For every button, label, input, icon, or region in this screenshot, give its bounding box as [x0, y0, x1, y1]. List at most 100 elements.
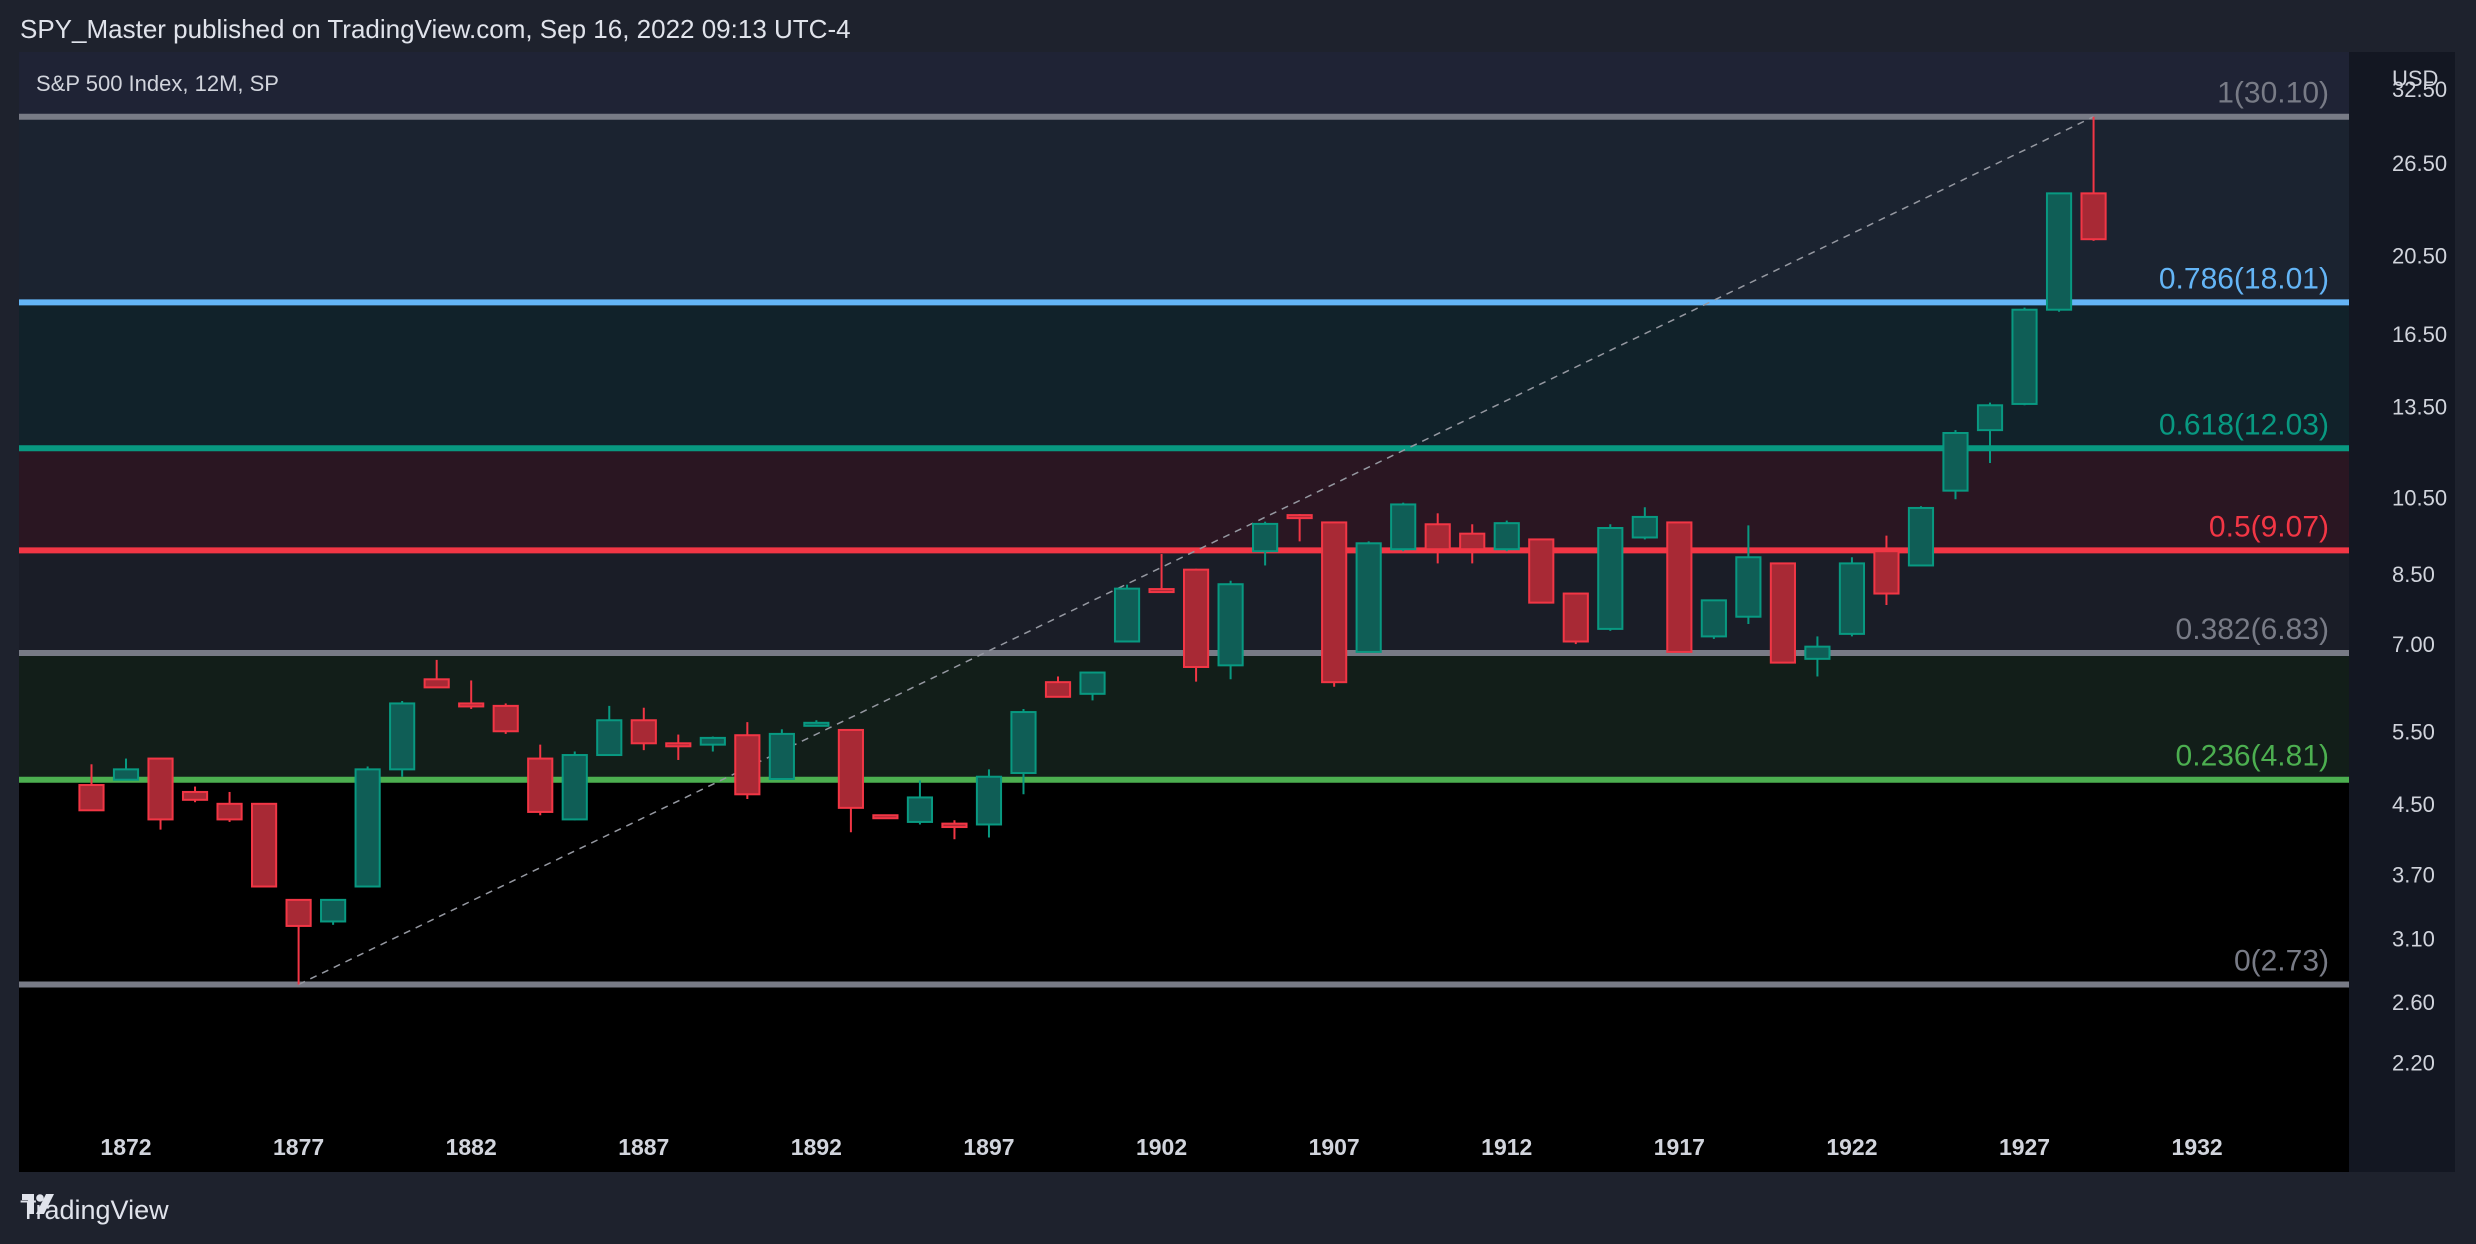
- candle-body: [1286, 514, 1313, 520]
- price-tick-label: 26.50: [2392, 151, 2447, 176]
- candle-body: [1942, 431, 1969, 492]
- candle-body: [1321, 521, 1348, 684]
- candle-body: [1079, 671, 1106, 695]
- price-tick-label: 4.50: [2392, 792, 2435, 817]
- candle-body: [181, 790, 209, 801]
- price-tick-label: 5.50: [2392, 719, 2435, 744]
- candle-body: [112, 768, 140, 781]
- candle-body: [1562, 592, 1589, 643]
- publication-header: SPY_Master published on TradingView.com,…: [20, 14, 851, 44]
- price-tick-label: 7.00: [2392, 632, 2435, 657]
- candle-body: [1666, 521, 1693, 653]
- candle-body: [1528, 538, 1555, 604]
- candlestick-chart[interactable]: 1(30.10) 0.786(18.01) 0.618(12.03) 0.5(9.07…: [19, 52, 2455, 1172]
- time-tick-label: 1892: [791, 1134, 842, 1160]
- time-tick-label: 1897: [963, 1134, 1014, 1160]
- fib-band: [19, 448, 2349, 551]
- candle-body: [596, 719, 623, 757]
- candle-body: [1631, 515, 1658, 539]
- time-tick-label: 1917: [1654, 1134, 1705, 1160]
- chart-frame[interactable]: 1(30.10) 0.786(18.01) 0.618(12.03) 0.5(9.07…: [19, 52, 2455, 1172]
- time-axis: 1872 1877 1882 1887 1892 1897 1902 1907 1912 1917…: [100, 1134, 2222, 1160]
- axis-background: [2349, 52, 2455, 1172]
- candle-body: [975, 775, 1003, 826]
- candle-body: [1252, 522, 1279, 553]
- fib-level-label: 0.5(9.07): [2209, 510, 2329, 543]
- fib-band: [19, 116, 2349, 303]
- candle-body: [354, 768, 381, 888]
- candle-body: [699, 736, 726, 746]
- candle-body: [2011, 308, 2038, 405]
- fib-labels: 1(30.10) 0.786(18.01) 0.618(12.03) 0.5(9.07…: [2159, 77, 2329, 978]
- candle-body: [1700, 599, 1727, 638]
- candle-body: [906, 796, 934, 823]
- candle-body: [1597, 526, 1624, 630]
- candle-body: [1044, 681, 1072, 698]
- candle-body: [1804, 645, 1831, 660]
- candle-body: [2045, 192, 2073, 311]
- candle-body: [1113, 587, 1141, 643]
- candle-body: [492, 704, 519, 733]
- candle-body: [78, 784, 105, 812]
- candle-body: [1493, 522, 1520, 551]
- fib-band: [19, 302, 2349, 449]
- price-tick-label: 13.50: [2392, 395, 2447, 420]
- fib-level-label: 0.382(6.83): [2176, 613, 2329, 646]
- candle-body: [561, 754, 588, 821]
- price-tick-label: 16.50: [2392, 322, 2447, 347]
- candle-body: [320, 898, 347, 923]
- price-tick-label: 20.50: [2392, 244, 2447, 269]
- price-tick-label: 3.70: [2392, 863, 2435, 888]
- candle-body: [1355, 542, 1382, 653]
- price-tick-label: 2.60: [2392, 990, 2435, 1015]
- fib-band: [19, 779, 2349, 985]
- fib-level-label: 0.786(18.01): [2159, 262, 2329, 295]
- price-axis: 32.50 26.50 20.50 16.50 13.50 10.50 8.50 7.00 5.…: [2392, 77, 2447, 1076]
- candle-body: [1873, 550, 1900, 595]
- fib-band: [19, 652, 2349, 780]
- currency-label: USD: [2392, 66, 2438, 91]
- candle-body: [803, 721, 830, 727]
- price-tick-label: 10.50: [2392, 485, 2447, 510]
- candle-body: [147, 757, 174, 821]
- tradingview-logo[interactable]: TradingView: [20, 1190, 169, 1230]
- candle-body: [1459, 532, 1486, 551]
- price-tick-label: 2.20: [2392, 1051, 2435, 1076]
- price-tick-label: 3.10: [2392, 927, 2435, 952]
- candle-body: [768, 732, 795, 780]
- candle-body: [734, 734, 761, 796]
- candle-body: [941, 822, 968, 829]
- tradingview-logo-icon: [22, 1194, 54, 1214]
- price-tick-label: 32.50: [2392, 77, 2447, 102]
- price-tick-label: 8.50: [2392, 562, 2435, 587]
- fib-band: [19, 52, 2349, 117]
- candle-body: [1424, 523, 1451, 551]
- time-tick-label: 1877: [273, 1134, 324, 1160]
- candle-body: [837, 728, 864, 809]
- time-tick-label: 1932: [2172, 1134, 2223, 1160]
- chart-title: S&P 500 Index, 12M, SP: [36, 71, 279, 96]
- time-tick-label: 1912: [1481, 1134, 1532, 1160]
- candle-body: [216, 802, 243, 821]
- candle-body: [251, 802, 278, 888]
- candle-body: [1010, 711, 1037, 775]
- candle-body: [389, 702, 416, 771]
- time-tick-label: 1882: [446, 1134, 497, 1160]
- fib-lines: [19, 113, 2349, 988]
- candle-body: [285, 898, 312, 927]
- candle-body: [1907, 506, 1935, 567]
- candle-body: [1390, 503, 1417, 551]
- time-tick-label: 1902: [1136, 1134, 1187, 1160]
- candle-body: [423, 678, 450, 689]
- candle-body: [1976, 404, 2004, 432]
- fib-level-label: 0.618(12.03): [2159, 408, 2329, 441]
- candle-body: [872, 814, 899, 820]
- candle-body: [665, 742, 692, 748]
- candle-body: [458, 702, 485, 708]
- candle-body: [1838, 562, 1866, 635]
- fib-band: [19, 984, 2349, 1172]
- candle-body: [1769, 562, 1796, 664]
- candle-body: [1217, 583, 1244, 667]
- time-tick-label: 1872: [100, 1134, 151, 1160]
- time-tick-label: 1927: [1999, 1134, 2050, 1160]
